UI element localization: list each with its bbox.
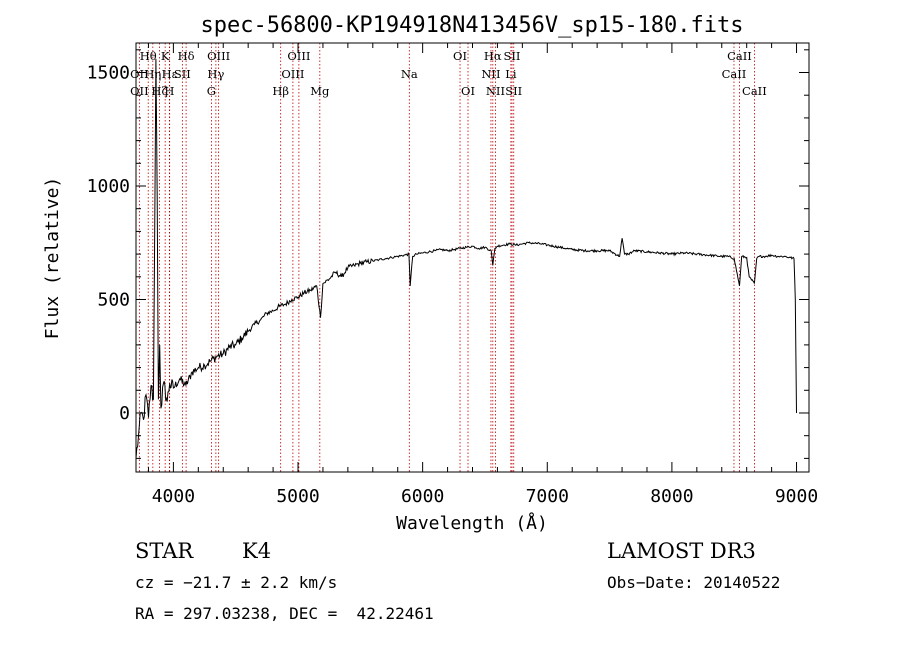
line-label: OIII bbox=[281, 67, 304, 81]
x-tick-label: 6000 bbox=[401, 486, 444, 507]
chart-title: spec-56800-KP194918N413456V_sp15-180.fit… bbox=[200, 13, 743, 38]
x-tick-label: 7000 bbox=[526, 486, 569, 507]
x-tick-label: 5000 bbox=[276, 486, 319, 507]
y-axis-label: Flux (relative) bbox=[42, 177, 63, 340]
y-tick-label: 1500 bbox=[87, 63, 130, 84]
line-label: OIII bbox=[207, 49, 230, 63]
line-label: SII bbox=[505, 84, 522, 98]
line-label: OI bbox=[461, 84, 475, 98]
x-tick-label: 8000 bbox=[650, 486, 693, 507]
line-label: OIII bbox=[287, 49, 310, 63]
object-class: STAR bbox=[135, 539, 194, 563]
line-label: Li bbox=[505, 67, 517, 81]
x-tick-label: 4000 bbox=[152, 486, 195, 507]
line-label: CaII bbox=[742, 84, 767, 98]
y-tick-label: 500 bbox=[97, 289, 130, 310]
line-label: Hθ bbox=[140, 49, 157, 63]
line-label: OII bbox=[130, 67, 149, 81]
line-label: NII bbox=[486, 84, 505, 98]
line-label: G bbox=[207, 84, 216, 98]
line-label: Hε bbox=[162, 67, 178, 81]
line-label: CaII bbox=[722, 67, 747, 81]
spectrum-line bbox=[135, 58, 797, 459]
y-axis-ticks: 0 500 1000 1500 bbox=[87, 49, 809, 459]
line-label: Na bbox=[401, 67, 418, 81]
line-label: Hα bbox=[484, 49, 502, 63]
line-label: SII bbox=[174, 67, 191, 81]
line-label: Hγ bbox=[207, 67, 224, 81]
survey-name: LAMOST DR3 bbox=[607, 539, 756, 563]
y-tick-label: 0 bbox=[119, 403, 130, 424]
object-subclass: K4 bbox=[242, 539, 272, 563]
x-tick-label: 9000 bbox=[775, 486, 818, 507]
line-label: H bbox=[164, 84, 174, 98]
obs-date-text: Obs−Date: 20140522 bbox=[607, 573, 781, 592]
line-label: Mg bbox=[310, 84, 330, 98]
redshift-text: cz = −21.7 ± 2.2 km/s bbox=[135, 573, 338, 592]
line-label: OII bbox=[130, 84, 149, 98]
line-label: Hβ bbox=[272, 84, 289, 98]
line-label: CaII bbox=[727, 49, 752, 63]
line-label: K bbox=[161, 49, 170, 63]
line-label: Hδ bbox=[178, 49, 195, 63]
line-label: OI bbox=[453, 49, 467, 63]
x-axis-ticks: 4000 5000 6000 7000 8000 9000 bbox=[147, 43, 818, 507]
line-label: SII bbox=[504, 49, 521, 63]
x-axis-label: Wavelength (Å) bbox=[396, 512, 548, 534]
coords-text: RA = 297.03238, DEC = 42.22461 bbox=[135, 604, 434, 623]
line-label: NII bbox=[481, 67, 500, 81]
line-markers bbox=[138, 43, 755, 472]
y-tick-label: 1000 bbox=[87, 176, 130, 197]
line-label: Hη bbox=[144, 67, 161, 81]
plot-frame bbox=[135, 42, 810, 473]
